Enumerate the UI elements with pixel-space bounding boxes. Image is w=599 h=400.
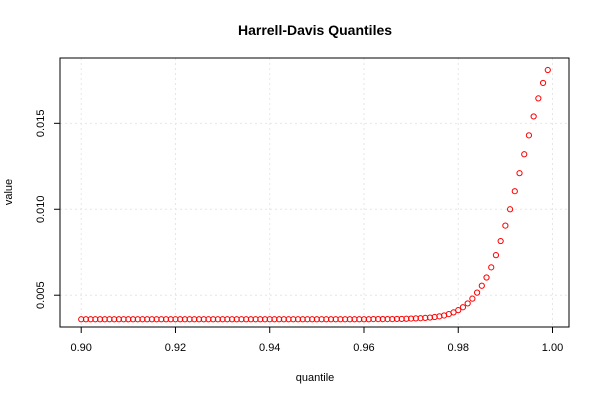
y-tick-label: 0.015 [35, 110, 47, 138]
data-point [511, 188, 518, 195]
x-axis-label: quantile [296, 372, 335, 384]
data-point [473, 289, 481, 296]
data-point [483, 274, 490, 281]
chart-title: Harrell-Davis Quantiles [238, 22, 392, 38]
y-tick-label: 0.005 [35, 281, 47, 309]
x-axis: 0.90 0.92 0.94 0.96 0.98 1.00 [70, 326, 563, 354]
data-point [506, 206, 514, 213]
data-point [497, 237, 504, 245]
y-axis: 0.005 0.010 0.015 [35, 110, 61, 309]
x-tick-label: 1.00 [542, 342, 563, 354]
data-point [530, 113, 537, 120]
x-tick-label: 0.94 [259, 342, 280, 354]
data-point [455, 307, 462, 314]
data-point [488, 264, 495, 271]
x-tick-label: 0.92 [165, 342, 186, 354]
y-tick-label: 0.010 [35, 195, 47, 223]
x-tick-label: 0.98 [448, 342, 469, 354]
data-point [502, 222, 509, 229]
data-point [459, 304, 467, 311]
x-tick-label: 0.96 [353, 342, 374, 354]
data-point [535, 95, 542, 102]
y-axis-label: value [3, 179, 15, 205]
data-point [464, 300, 471, 307]
data-point [521, 151, 528, 158]
data-point [516, 170, 523, 177]
data-point [544, 66, 551, 74]
data-point [469, 295, 476, 302]
plot-frame [59, 57, 570, 328]
data-point [492, 252, 500, 259]
data-point [525, 132, 533, 139]
points-layer [78, 66, 551, 323]
data-point [478, 282, 485, 289]
x-tick-label: 0.90 [70, 342, 91, 354]
data-point [539, 79, 547, 87]
grid-layer [60, 58, 569, 327]
